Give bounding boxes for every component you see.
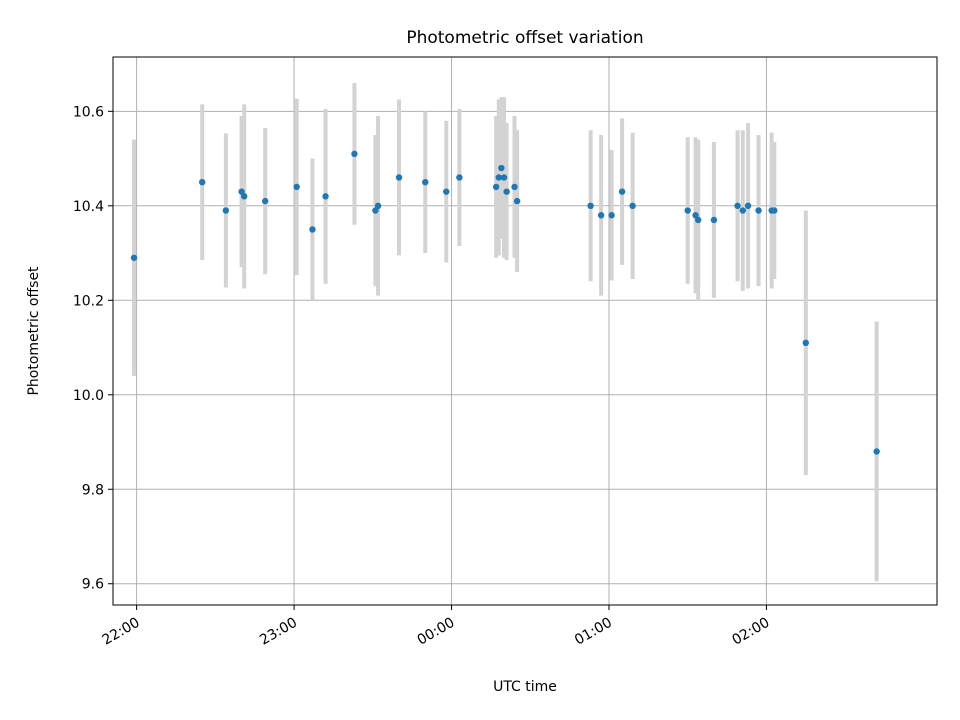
data-point bbox=[771, 207, 778, 214]
data-point bbox=[222, 207, 230, 214]
data-point bbox=[618, 188, 626, 195]
data-point bbox=[684, 207, 691, 214]
y-tick-label: 10.6 bbox=[73, 104, 104, 120]
data-point bbox=[456, 174, 463, 181]
data-point bbox=[587, 202, 594, 210]
data-point bbox=[199, 178, 206, 186]
data-point bbox=[511, 183, 518, 191]
data-point bbox=[608, 212, 615, 219]
data-point bbox=[734, 202, 741, 210]
y-axis-ticks: 9.6 9.8 10.0 10.2 10.4 10.6 bbox=[73, 104, 113, 593]
data-point bbox=[492, 183, 500, 191]
grid bbox=[113, 57, 937, 605]
data-point bbox=[374, 202, 382, 210]
data-point bbox=[739, 207, 747, 214]
data-point bbox=[500, 174, 508, 181]
data-point bbox=[802, 339, 809, 347]
data-point bbox=[262, 197, 269, 205]
data-point bbox=[322, 193, 329, 200]
data-point bbox=[443, 188, 450, 195]
y-tick-label: 10.2 bbox=[73, 293, 104, 309]
data-points bbox=[130, 150, 880, 455]
y-tick-label: 9.8 bbox=[82, 482, 104, 498]
data-point bbox=[422, 178, 429, 186]
data-point bbox=[309, 226, 316, 233]
data-point bbox=[351, 150, 358, 158]
data-point bbox=[372, 207, 379, 214]
data-point bbox=[513, 197, 521, 205]
plot-frame bbox=[112, 56, 938, 606]
data-point bbox=[597, 212, 605, 219]
data-point bbox=[293, 183, 300, 191]
data-point bbox=[873, 448, 880, 455]
y-tick-label: 9.6 bbox=[82, 577, 104, 593]
data-point bbox=[694, 216, 702, 224]
y-tick-label: 10.0 bbox=[73, 388, 104, 404]
data-point bbox=[130, 254, 138, 261]
y-tick-label: 10.4 bbox=[73, 199, 104, 215]
data-point bbox=[395, 174, 403, 181]
x-axis-label: UTC time bbox=[493, 679, 557, 695]
data-point bbox=[710, 216, 718, 224]
data-point bbox=[241, 193, 248, 200]
data-point bbox=[744, 202, 752, 210]
data-point bbox=[503, 188, 510, 195]
chart-title: Photometric offset variation bbox=[406, 28, 643, 48]
data-point bbox=[498, 164, 505, 172]
data-point bbox=[629, 202, 636, 210]
data-point bbox=[238, 188, 245, 195]
data-point bbox=[692, 212, 699, 219]
data-point bbox=[755, 207, 762, 214]
y-axis-label: Photometric offset bbox=[26, 266, 42, 396]
data-point bbox=[495, 174, 502, 181]
